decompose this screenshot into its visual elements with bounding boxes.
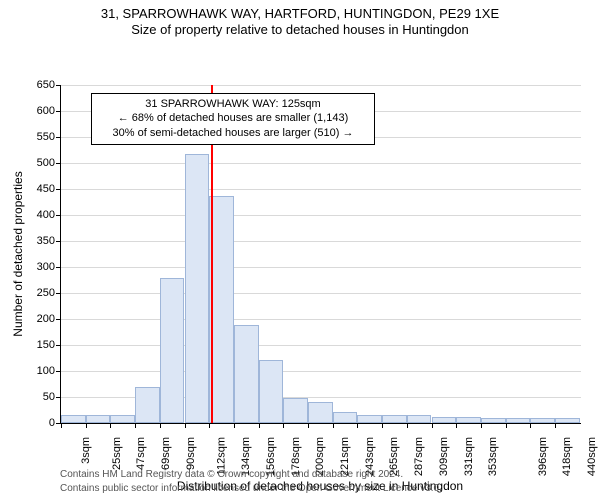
xtick-label: 90sqm	[185, 437, 197, 470]
bar	[259, 360, 284, 422]
xtick-mark	[259, 423, 260, 428]
xtick-mark	[308, 423, 309, 428]
xtick-label: 331sqm	[463, 437, 475, 476]
xtick-mark	[61, 423, 62, 428]
ytick-label: 150	[37, 339, 61, 351]
bar	[407, 415, 432, 423]
xtick-mark	[357, 423, 358, 428]
ytick-label: 0	[49, 417, 61, 429]
xtick-mark	[432, 423, 433, 428]
xtick-mark	[110, 423, 111, 428]
ytick-label: 400	[37, 209, 61, 221]
bar	[160, 278, 185, 423]
title-line-1: 31, SPARROWHAWK WAY, HARTFORD, HUNTINGDO…	[0, 6, 600, 22]
bar	[86, 415, 111, 423]
plot-area: 31 SPARROWHAWK WAY: 125sqm ← 68% of deta…	[60, 85, 581, 424]
annotation-line-1: 31 SPARROWHAWK WAY: 125sqm	[98, 97, 368, 112]
ytick-label: 600	[37, 105, 61, 117]
xtick-label: 440sqm	[586, 437, 598, 476]
xtick-mark	[185, 423, 186, 428]
ytick-label: 250	[37, 287, 61, 299]
bar	[61, 415, 86, 423]
ytick-label: 450	[37, 183, 61, 195]
bar	[357, 415, 382, 423]
xtick-label: 418sqm	[561, 437, 573, 476]
bar	[234, 325, 259, 423]
ytick-label: 550	[37, 131, 61, 143]
ytick-label: 50	[43, 391, 61, 403]
bar	[506, 418, 531, 422]
y-axis-label: Number of detached properties	[11, 171, 25, 336]
xtick-label: 69sqm	[160, 437, 172, 470]
bar	[530, 418, 555, 422]
xtick-mark	[135, 423, 136, 428]
ytick-label: 300	[37, 261, 61, 273]
ytick-label: 200	[37, 313, 61, 325]
xtick-mark	[530, 423, 531, 428]
xtick-label: 396sqm	[537, 437, 549, 476]
xtick-mark	[160, 423, 161, 428]
xtick-mark	[456, 423, 457, 428]
xtick-label: 3sqm	[80, 437, 92, 464]
attribution: Contains HM Land Registry data © Crown c…	[60, 468, 442, 495]
xtick-mark	[283, 423, 284, 428]
annotation-line-2: ← 68% of detached houses are smaller (1,…	[98, 111, 368, 126]
annotation-box: 31 SPARROWHAWK WAY: 125sqm ← 68% of deta…	[91, 93, 375, 146]
bar	[432, 417, 457, 422]
bar	[110, 415, 135, 423]
bar	[555, 418, 580, 422]
xtick-mark	[481, 423, 482, 428]
bar	[185, 154, 210, 422]
xtick-mark	[555, 423, 556, 428]
ytick-label: 350	[37, 235, 61, 247]
ytick-label: 650	[37, 79, 61, 91]
xtick-mark	[407, 423, 408, 428]
attribution-line-1: Contains HM Land Registry data © Crown c…	[60, 468, 442, 482]
ytick-label: 500	[37, 157, 61, 169]
xtick-mark	[86, 423, 87, 428]
xtick-mark	[382, 423, 383, 428]
bar	[481, 418, 506, 422]
bar	[135, 387, 160, 422]
xtick-label: 353sqm	[487, 437, 499, 476]
xtick-mark	[333, 423, 334, 428]
attribution-line-2: Contains public sector information licen…	[60, 482, 442, 496]
xtick-mark	[506, 423, 507, 428]
bar	[382, 415, 407, 423]
xtick-mark	[209, 423, 210, 428]
title-block: 31, SPARROWHAWK WAY, HARTFORD, HUNTINGDO…	[0, 0, 600, 39]
bar	[333, 412, 358, 422]
bar	[283, 398, 308, 423]
title-line-2: Size of property relative to detached ho…	[0, 22, 600, 38]
xtick-label: 25sqm	[111, 437, 123, 470]
bar	[456, 417, 481, 422]
bar	[308, 402, 333, 423]
xtick-label: 47sqm	[135, 437, 147, 470]
annotation-line-3: 30% of semi-detached houses are larger (…	[98, 126, 368, 141]
ytick-label: 100	[37, 365, 61, 377]
xtick-mark	[234, 423, 235, 428]
